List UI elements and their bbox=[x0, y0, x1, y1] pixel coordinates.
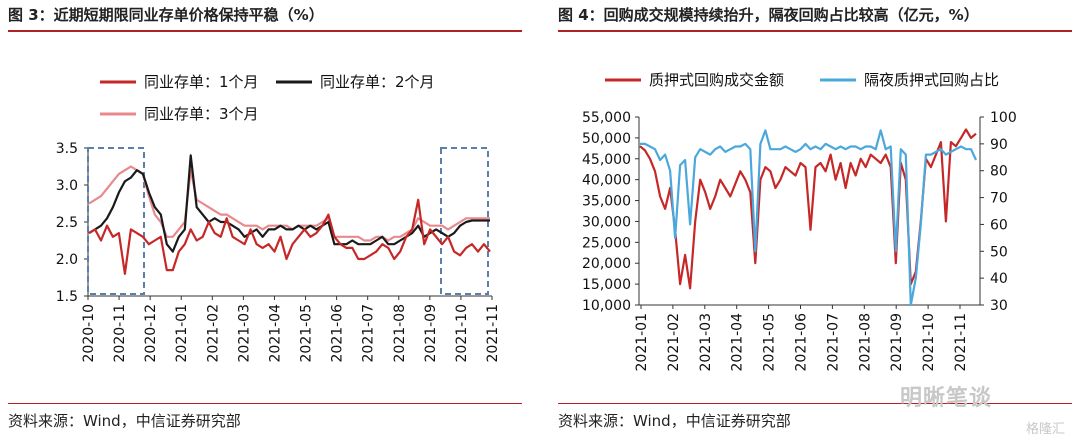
x-tick-label: 2021-02 bbox=[205, 304, 221, 363]
figure-4-panel: 图 4：回购成交规模持续抬升，隔夜回购占比较高（亿元，%） 质押式回购成交金额 隔… bbox=[550, 0, 1080, 444]
figure-4-title-rule bbox=[558, 30, 1072, 32]
figure-4-source: 资料来源：Wind，中信证券研究部 bbox=[558, 412, 791, 430]
y-tick-label: 10,000 bbox=[582, 298, 631, 314]
x-tick-label: 2021-10 bbox=[454, 304, 470, 363]
y-tick-label: 45,000 bbox=[582, 152, 631, 168]
y-tick-label: 15,000 bbox=[582, 277, 631, 293]
y2-tick-label: 100 bbox=[990, 110, 1017, 126]
figure-3-panel: 图 3：近期短期限同业存单价格保持平稳（%） 同业存单：1个月 同业存单：2个月同… bbox=[0, 0, 530, 444]
series-line-share bbox=[640, 129, 977, 307]
y-tick-label: 1.5 bbox=[56, 289, 78, 305]
figure-3-source: 资料来源：Wind，中信证券研究部 bbox=[8, 412, 241, 430]
y2-tick-label: 90 bbox=[990, 137, 1008, 153]
y-tick-label: 25,000 bbox=[582, 235, 631, 251]
y-tick-label: 55,000 bbox=[582, 110, 631, 126]
x-tick-label: 2021-01 bbox=[174, 304, 190, 363]
figure-4-title: 图 4：回购成交规模持续抬升，隔夜回购占比较高（亿元，%） bbox=[558, 6, 979, 24]
figure-3-source-rule bbox=[8, 403, 522, 404]
x-tick-label: 2021-06 bbox=[794, 313, 810, 372]
legend-label-1: 质押式回购成交金额 bbox=[649, 71, 784, 89]
y2-tick-label: 30 bbox=[990, 298, 1008, 314]
y-tick-label: 3.5 bbox=[56, 141, 78, 157]
x-tick-label: 2021-08 bbox=[857, 313, 873, 372]
x-tick-label: 2021-09 bbox=[423, 304, 439, 363]
x-tick-label: 2021-11 bbox=[485, 304, 501, 363]
x-tick-label: 2021-08 bbox=[392, 304, 408, 363]
x-tick-label: 2020-12 bbox=[143, 304, 159, 363]
y2-tick-label: 60 bbox=[990, 217, 1008, 233]
x-tick-label: 2021-05 bbox=[762, 313, 778, 372]
figure-3-title: 图 3：近期短期限同业存单价格保持平稳（%） bbox=[8, 6, 324, 24]
x-tick-label: 2021-07 bbox=[825, 313, 841, 372]
x-tick-label: 2021-01 bbox=[634, 313, 650, 372]
series-line-1 bbox=[88, 198, 491, 275]
x-tick-label: 2021-11 bbox=[953, 313, 969, 372]
y-tick-label: 20,000 bbox=[582, 256, 631, 272]
x-tick-label: 2021-04 bbox=[267, 304, 283, 363]
x-tick-label: 2021-04 bbox=[730, 313, 746, 372]
figure-4-source-rule bbox=[558, 403, 1072, 404]
watermark-small-text: 格隆汇 bbox=[1026, 422, 1066, 437]
x-tick-label: 2020-10 bbox=[81, 304, 97, 363]
y-tick-label: 30,000 bbox=[582, 214, 631, 230]
x-tick-label: 2021-05 bbox=[299, 304, 315, 363]
y-tick-label: 50,000 bbox=[582, 131, 631, 147]
figure-4-chart: 质押式回购成交金额 隔夜质押式回购占比 55,000 50,000 45,000 40,0… bbox=[582, 71, 1017, 372]
x-tick-label: 2021-06 bbox=[330, 304, 346, 363]
watermark-text: 明晰笔谈 bbox=[900, 386, 993, 411]
figure-3-chart: 同业存单：1个月 同业存单：2个月同业存单：3个月3.53.02.52.01.52… bbox=[56, 73, 501, 363]
x-tick-label: 2021-10 bbox=[921, 313, 937, 372]
x-tick-label: 2021-07 bbox=[361, 304, 377, 363]
y-tick-label: 3.0 bbox=[56, 178, 78, 194]
y2-tick-label: 80 bbox=[990, 164, 1008, 180]
x-tick-label: 2021-02 bbox=[666, 313, 682, 372]
y-tick-label: 2.0 bbox=[56, 252, 78, 268]
y-tick-label: 40,000 bbox=[582, 173, 631, 189]
x-tick-label: 2021-03 bbox=[698, 313, 714, 372]
legend-label-2: 隔夜质押式回购占比 bbox=[864, 71, 999, 89]
x-tick-label: 2021-03 bbox=[236, 304, 252, 363]
series-line-3 bbox=[88, 165, 490, 242]
y2-tick-label: 70 bbox=[990, 191, 1008, 207]
highlight-box-start bbox=[87, 147, 145, 295]
y-tick-label: 35,000 bbox=[582, 194, 631, 210]
x-tick-label: 2020-11 bbox=[112, 304, 128, 363]
legend-label-2: 同业存单：2个月 bbox=[320, 73, 435, 91]
x-tick-label: 2021-09 bbox=[889, 313, 905, 372]
legend-label-3: 同业存单：3个月 bbox=[144, 105, 259, 123]
y2-tick-label: 40 bbox=[990, 271, 1008, 287]
y-tick-label: 2.5 bbox=[56, 215, 78, 231]
y2-tick-label: 50 bbox=[990, 244, 1008, 260]
figure-3-title-rule bbox=[8, 30, 522, 32]
series-line-2 bbox=[88, 154, 490, 253]
legend-label-1: 同业存单：1个月 bbox=[144, 73, 259, 91]
